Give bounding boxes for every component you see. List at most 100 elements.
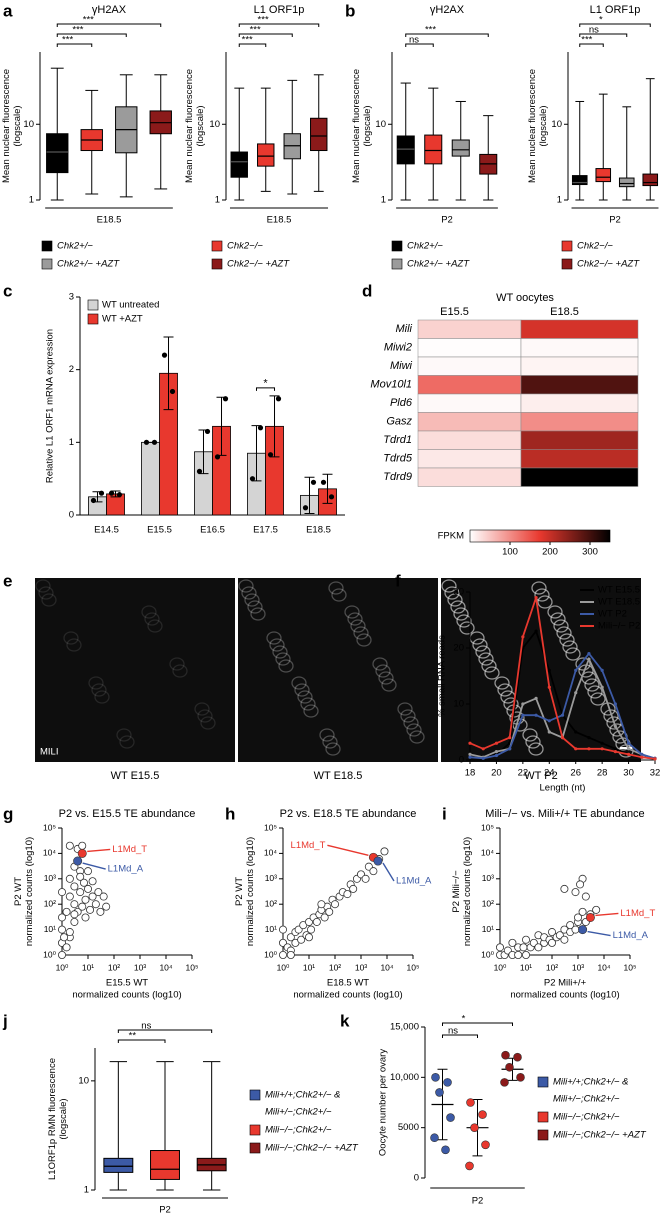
cell-outline <box>297 690 313 704</box>
line-marker <box>481 756 485 760</box>
line-marker <box>574 668 578 673</box>
legend-label: WT P2 <box>598 609 627 620</box>
column-label: E18.5 <box>550 306 579 318</box>
cell-outline <box>172 664 188 678</box>
data-point <box>328 494 335 500</box>
x-axis-label: Length (nt) <box>540 783 586 794</box>
legend-label: Mili−/−;Chk2−/− +AZT <box>265 1143 359 1154</box>
box <box>310 117 328 152</box>
heatmap-title: WT oocytes <box>496 292 554 304</box>
line-marker <box>547 730 551 734</box>
box <box>396 135 415 165</box>
panel-letter: k <box>340 1011 350 1030</box>
cell-outline <box>303 704 319 718</box>
y-axis-label: Mean nuclear fluorescence <box>527 69 538 183</box>
y-tick-label: 10² <box>265 898 277 908</box>
legend-label: Mili+/−;Chk2+/− <box>265 1107 332 1118</box>
scatter-point <box>286 951 295 960</box>
row-label: Miwi2 <box>384 342 412 354</box>
cell-outline <box>453 607 469 621</box>
box <box>618 177 635 188</box>
significance-label: *** <box>425 25 436 36</box>
line-marker <box>494 753 499 758</box>
highlight-label: L1Md_T <box>112 844 147 855</box>
x-tick-label: 10⁵ <box>407 962 420 972</box>
scatter-point <box>58 925 67 934</box>
scatter-point <box>81 895 90 904</box>
scatter-point <box>495 943 504 952</box>
legend-label: Chk2+/− +AZT <box>57 259 120 270</box>
scatter-point <box>78 902 87 911</box>
legend-label: Chk2−/− +AZT <box>227 259 290 270</box>
legend-label: Mili+/+;Chk2+/− & <box>265 1090 341 1101</box>
y-axis-label: normalized counts (log10) <box>245 837 256 946</box>
legend-swatch <box>41 240 53 252</box>
data-point <box>513 1052 522 1062</box>
line-marker <box>587 736 591 740</box>
y-axis-label: Oocyte number per ovary <box>378 1049 389 1156</box>
legend-swatch <box>249 1142 261 1154</box>
line-marker <box>574 747 578 751</box>
data-point <box>169 388 176 395</box>
scatter-point <box>343 890 352 899</box>
scatter-point <box>519 943 528 952</box>
heat-cell <box>417 319 522 339</box>
scatter-point <box>91 900 100 909</box>
y-axis-label: (logscale) <box>58 1098 69 1139</box>
data-point <box>443 1078 452 1087</box>
box <box>46 133 69 174</box>
cell-outline <box>244 593 260 607</box>
image-caption: WT E18.5 <box>314 770 363 782</box>
line-marker <box>547 685 551 689</box>
scatter-point <box>58 951 67 960</box>
legend-swatch <box>41 258 53 270</box>
x-axis-label: normalized counts (log10) <box>293 990 402 1001</box>
line-marker <box>600 747 604 751</box>
cell-outline <box>275 652 291 666</box>
x-tick-label: E15.5 <box>147 525 172 536</box>
x-tick-label: 10³ <box>134 962 146 972</box>
cell-outline <box>537 595 553 609</box>
y-tick-label: 30 <box>453 587 464 598</box>
x-axis-label: P2 <box>159 1205 171 1216</box>
scatter-point <box>86 905 95 914</box>
y-tick-label: 1 <box>29 195 34 206</box>
line-marker <box>640 755 644 759</box>
y-tick-label: 0 <box>459 755 464 766</box>
line-marker <box>560 736 565 740</box>
heat-cell <box>417 412 522 432</box>
legend-label: Chk2+/− +AZT <box>407 259 470 270</box>
y-tick-label: 10⁰ <box>264 949 277 959</box>
cell-outline <box>331 588 347 602</box>
line-marker <box>508 736 512 740</box>
line-marker <box>626 747 631 751</box>
scatter-point <box>60 933 69 942</box>
y-tick-label: 10⁴ <box>264 848 277 858</box>
line-marker <box>534 596 538 600</box>
scatter-point <box>81 913 90 922</box>
data-point <box>98 490 105 496</box>
highlight-label: L1Md_A <box>108 864 144 875</box>
cell-outline <box>241 586 257 600</box>
x-tick-label: 10² <box>546 962 558 972</box>
cell-outline <box>381 678 397 692</box>
data-point <box>310 479 317 485</box>
x-tick-label: 10² <box>108 962 120 972</box>
box <box>571 175 588 186</box>
colorbar-tick-label: 100 <box>502 547 518 558</box>
scatter-point <box>94 888 103 897</box>
cell-outline <box>278 659 294 673</box>
subplot-title: L1 ORF1p <box>254 4 305 16</box>
line-marker <box>613 702 617 706</box>
x-axis-label: normalized counts (log10) <box>510 990 619 1001</box>
heat-cell <box>417 356 522 376</box>
x-tick-label: 20 <box>491 768 502 779</box>
scatter-point <box>70 900 79 909</box>
data-point <box>108 490 115 496</box>
cell-outline <box>497 683 513 697</box>
micrograph <box>441 578 641 762</box>
highlight-arrow <box>82 862 106 870</box>
heat-cell <box>417 449 522 469</box>
legend-label: Chk2+/− <box>407 241 443 252</box>
x-axis-label: P2 <box>609 215 621 226</box>
